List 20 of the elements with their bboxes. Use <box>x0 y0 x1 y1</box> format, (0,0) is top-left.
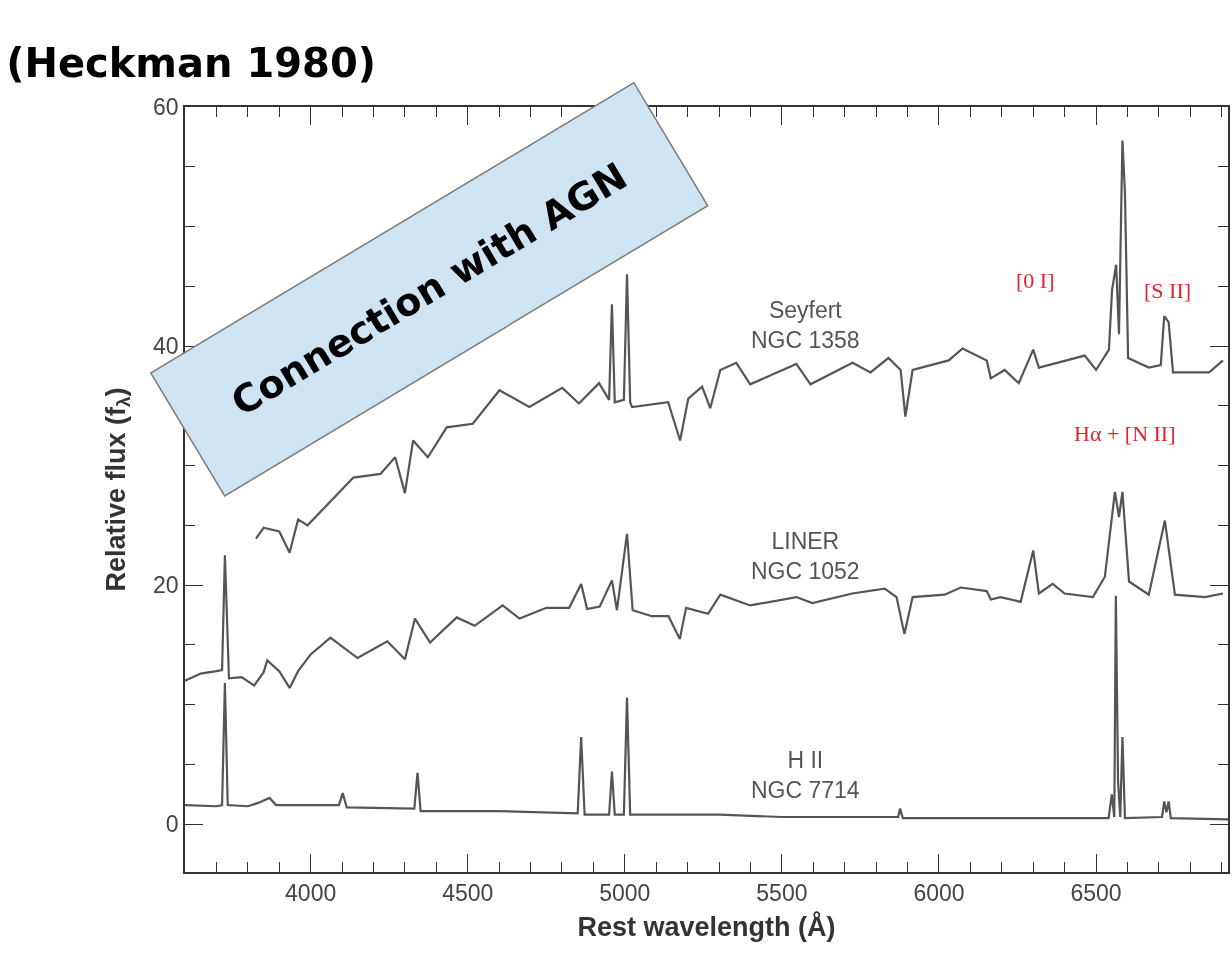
x-axis-title: Rest wavelength (Å) <box>577 911 836 943</box>
x-tick-label: 6000 <box>913 880 965 907</box>
annotation: [0 I] <box>1016 268 1055 293</box>
y-tick-label: 20 <box>153 572 179 599</box>
x-tick-label: 4500 <box>442 880 494 907</box>
annotation: H II NGC 7714 <box>751 747 860 803</box>
y-tick-label: 0 <box>165 811 179 838</box>
chart-title: (Heckman 1980) <box>6 39 377 86</box>
x-tick-label: 6500 <box>1070 880 1122 907</box>
annotation: LINER NGC 1052 <box>751 528 860 584</box>
x-tick-label: 5000 <box>599 880 651 907</box>
y-tick-label: 40 <box>153 333 179 360</box>
line-series <box>185 490 1225 690</box>
x-tick-label: 4000 <box>285 880 337 907</box>
x-tick-label: 5500 <box>756 880 808 907</box>
annotation: [S II] <box>1144 278 1192 303</box>
annotation: Hα + [N II] <box>1074 421 1176 446</box>
y-tick-label: 60 <box>153 94 179 121</box>
line-series <box>185 594 1228 821</box>
annotation: Seyfert NGC 1358 <box>751 297 860 353</box>
